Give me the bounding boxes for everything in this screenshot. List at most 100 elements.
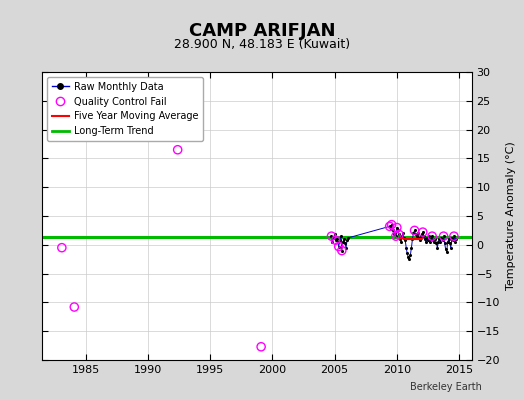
Point [445,240,454,246]
Point [391,233,400,239]
Point [417,233,425,239]
Point [432,240,441,246]
Point [450,233,458,239]
Point [420,233,428,239]
Point [341,240,349,246]
Point [452,236,460,242]
Point [412,233,421,239]
Point [429,237,438,243]
Point [440,233,448,239]
Point [407,244,416,251]
Point [424,237,432,243]
Point [396,236,404,242]
Point [390,230,399,236]
Text: 28.900 N, 48.183 E (Kuwait): 28.900 N, 48.183 E (Kuwait) [174,38,350,51]
Point [450,233,458,239]
Point [419,229,427,235]
Point [402,244,410,251]
Point [391,233,400,239]
Point [334,243,343,250]
Point [404,254,412,261]
Point [331,231,339,238]
Point [330,235,338,241]
Point [389,231,398,238]
Point [342,244,350,251]
Point [387,222,396,228]
Point [394,227,402,234]
Point [328,233,336,239]
Point [447,235,456,241]
Point [439,237,447,243]
Point [395,231,403,238]
Point [410,227,419,234]
Point [440,240,449,246]
Point [329,239,337,245]
Point [425,233,433,239]
Point [431,236,440,242]
Point [399,230,407,236]
Point [387,222,396,228]
Point [403,250,411,257]
Point [426,239,434,245]
Point [389,227,397,234]
Point [437,235,445,241]
Point [440,233,448,239]
Point [418,231,426,238]
Point [331,237,340,243]
Point [435,236,444,242]
Point [442,248,451,255]
Point [409,230,418,236]
Point [433,244,442,251]
Point [416,237,424,243]
Point [340,236,348,242]
Point [395,231,403,238]
Point [344,235,352,241]
Point [423,235,431,241]
Point [434,239,443,245]
Point [398,233,406,239]
Point [422,239,430,245]
Point [337,247,346,254]
Point [401,237,409,243]
Point [430,239,439,245]
Point [449,237,457,243]
Point [445,236,453,242]
Point [400,235,408,241]
Text: CAMP ARIFJAN: CAMP ARIFJAN [189,22,335,40]
Point [421,236,429,242]
Point [451,239,459,245]
Point [443,239,452,245]
Point [336,233,345,239]
Point [70,304,79,310]
Y-axis label: Temperature Anomaly (°C): Temperature Anomaly (°C) [506,142,516,290]
Point [397,239,405,245]
Point [411,231,420,238]
Point [392,224,401,231]
Point [173,146,182,153]
Point [405,256,413,262]
Point [331,237,340,243]
Point [427,236,435,242]
Text: Berkeley Earth: Berkeley Earth [410,382,482,392]
Point [413,230,422,236]
Legend: Raw Monthly Data, Quality Control Fail, Five Year Moving Average, Long-Term Tren: Raw Monthly Data, Quality Control Fail, … [47,77,203,141]
Point [386,223,394,230]
Point [406,252,414,258]
Point [436,239,445,245]
Point [337,247,346,254]
Point [328,233,336,239]
Point [408,236,417,242]
Point [339,239,347,245]
Point [428,233,436,239]
Point [442,246,450,253]
Point [387,226,395,232]
Point [333,236,341,242]
Point [392,224,401,231]
Point [333,239,342,245]
Point [343,237,351,243]
Point [428,233,436,239]
Point [58,244,66,251]
Point [386,223,394,230]
Point [334,243,343,250]
Point [419,229,427,235]
